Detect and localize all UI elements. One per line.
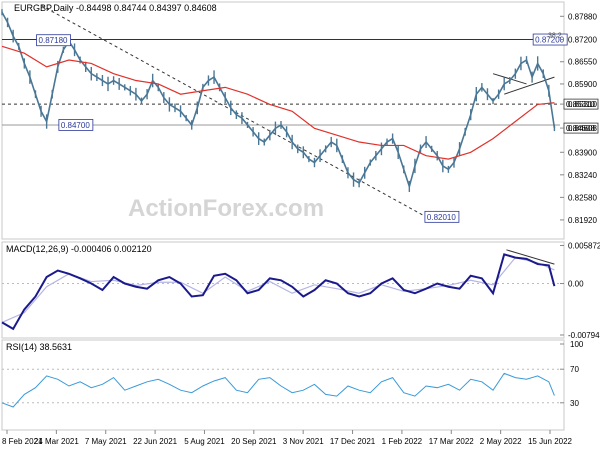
price-y-tick-label: 0.82580 — [568, 193, 597, 202]
macd-y-tick-label: 0.00 — [568, 280, 584, 289]
rsi-y-tick-label: 70 — [570, 365, 579, 374]
x-tick-label: 15 Jun 2022 — [528, 437, 573, 446]
price-y-tick-label: 0.87200 — [568, 36, 597, 45]
x-tick-label: 7 May 2021 — [85, 437, 127, 446]
macd-y-tick-label: 0.005872 — [568, 241, 600, 250]
rsi-panel-title: RSI(14) 38.5631 — [6, 342, 72, 352]
price-y-tick-label: 0.85900 — [568, 80, 597, 89]
x-tick-label: 1 Feb 2022 — [382, 437, 423, 446]
watermark: ActionForex.com — [128, 195, 324, 222]
macd-y-tick-label: -0.007945 — [568, 331, 600, 340]
x-tick-label: 3 Nov 2021 — [283, 437, 324, 446]
rsi-y-tick-label: 100 — [570, 340, 584, 349]
price-panel-title: EURGBP,Daily — [14, 3, 74, 13]
price-y-tick-label: 0.83900 — [568, 148, 597, 157]
x-tick-label: 5 Aug 2021 — [184, 437, 225, 446]
price-y-tick-label: 0.81920 — [568, 216, 597, 225]
x-tick-label: 24 Mar 2021 — [34, 437, 79, 446]
price-annotation-label: 0.84700 — [61, 121, 90, 130]
macd-panel-title: MACD(12,26,9) -0.000406 0.002120 — [6, 244, 152, 254]
fib-label: 38.2 — [548, 33, 562, 40]
x-tick-label: 20 Sep 2021 — [231, 437, 277, 446]
x-tick-label: 2 May 2022 — [480, 437, 522, 446]
price-y-tick-label: 0.84608 — [568, 124, 597, 133]
price-panel-ohlc: -0.84498 0.84744 0.84397 0.84608 — [76, 3, 217, 13]
x-tick-label: 17 Mar 2022 — [429, 437, 474, 446]
x-tick-label: 17 Dec 2021 — [330, 437, 376, 446]
price-y-tick-label: 0.83240 — [568, 171, 597, 180]
price-y-tick-label: 0.87880 — [568, 12, 597, 21]
price-y-tick-label: 0.86550 — [568, 58, 597, 67]
price-annotation-label: 0.87180 — [39, 36, 68, 45]
rsi-y-tick-label: 30 — [570, 399, 579, 408]
price-y-tick-label: 0.85310 — [568, 100, 597, 109]
price-annotation-label: 0.82010 — [427, 213, 456, 222]
x-tick-label: 22 Jun 2021 — [133, 437, 178, 446]
